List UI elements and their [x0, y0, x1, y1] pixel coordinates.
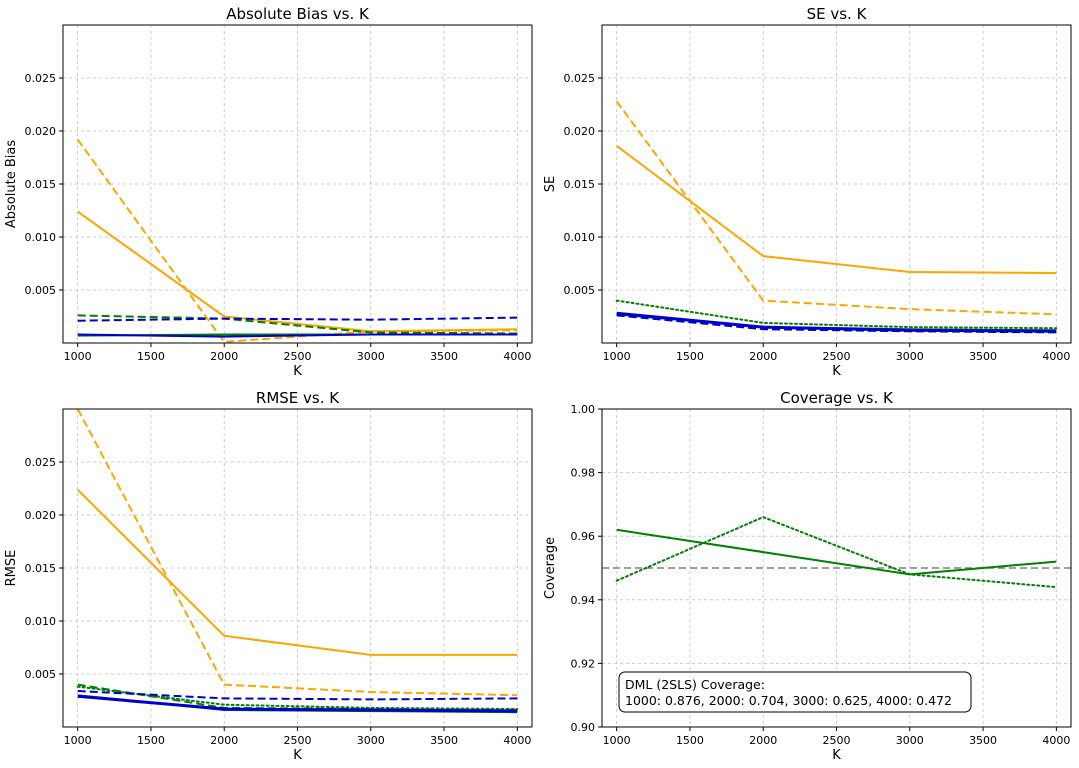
x-axis-label: K	[832, 364, 841, 379]
y-tick-label: 0.015	[25, 562, 57, 575]
chart-title: Absolute Bias vs. K	[226, 5, 370, 23]
series-line	[615, 516, 1058, 589]
y-tick-label: 0.010	[25, 231, 57, 244]
series-line	[77, 316, 518, 322]
x-tick-label: 2000	[749, 350, 777, 363]
axes-frame	[601, 24, 1072, 344]
y-axis-label: SE	[543, 176, 558, 192]
x-tick-label: 3500	[969, 734, 997, 747]
x-tick-label: 2500	[284, 350, 312, 363]
x-axis-label: K	[832, 748, 841, 763]
x-tick-label: 4000	[1042, 350, 1070, 363]
gridlines	[602, 25, 1071, 343]
x-tick-label: 3000	[896, 350, 924, 363]
x-tick-label: 3500	[430, 350, 458, 363]
y-tick-label: 0.005	[25, 668, 57, 681]
x-tick-label: 2500	[823, 350, 851, 363]
x-tick-label: 4000	[503, 734, 531, 747]
series-line	[616, 311, 1057, 333]
x-tick-label: 3500	[430, 734, 458, 747]
x-tick-label: 2000	[210, 734, 238, 747]
y-tick-label: 0.025	[25, 72, 57, 85]
x-tick-label: 3500	[969, 350, 997, 363]
series-line	[76, 685, 519, 710]
series-line	[76, 409, 518, 697]
ticks: 1000 1500 2000 2500 3000 3500 4000 0.005 0.010 0.…	[25, 456, 532, 747]
annotation-line: DML (2SLS) Coverage:	[625, 677, 765, 692]
x-tick-label: 4000	[1042, 734, 1070, 747]
chart-title: Coverage vs. K	[780, 389, 894, 407]
y-axis-label: Coverage	[543, 537, 558, 599]
series-line	[76, 488, 518, 656]
x-tick-label: 1500	[676, 350, 704, 363]
y-tick-label: 0.020	[25, 125, 57, 138]
panel-absolute-bias: Absolute Bias vs. K K Absolute Bias 1000…	[4, 5, 533, 379]
x-tick-label: 2000	[749, 734, 777, 747]
x-axis-label: K	[293, 748, 302, 763]
series-group	[615, 100, 1058, 334]
y-tick-label: 0.010	[564, 231, 596, 244]
y-tick-label: 0.98	[571, 467, 596, 480]
x-axis-label: K	[293, 364, 302, 379]
x-tick-label: 1000	[603, 734, 631, 747]
y-tick-label: 0.96	[571, 530, 596, 543]
series-line	[615, 100, 1057, 316]
axes-frame	[601, 408, 1072, 728]
x-tick-label: 2500	[823, 734, 851, 747]
y-tick-label: 0.020	[564, 125, 596, 138]
gridlines	[63, 25, 532, 343]
y-axis-label: Absolute Bias	[4, 140, 19, 228]
series-line	[77, 690, 518, 701]
y-tick-label: 0.025	[564, 72, 596, 85]
y-tick-label: 0.015	[25, 178, 57, 191]
x-tick-label: 2500	[284, 734, 312, 747]
x-tick-label: 3000	[357, 350, 385, 363]
y-tick-label: 0.005	[25, 284, 57, 297]
gridlines	[63, 409, 532, 727]
y-tick-label: 0.015	[564, 178, 596, 191]
series-group	[76, 409, 519, 714]
series-group	[76, 138, 518, 343]
axes-frame	[62, 408, 533, 728]
panel-coverage: Coverage vs. K K Coverage 1000 1500 2000 25…	[543, 389, 1072, 763]
y-axis-label: RMSE	[4, 550, 19, 587]
x-tick-label: 1500	[137, 350, 165, 363]
series-line	[76, 138, 518, 343]
x-tick-label: 1500	[676, 734, 704, 747]
x-tick-label: 2000	[210, 350, 238, 363]
y-tick-label: 0.005	[564, 284, 596, 297]
series-line	[615, 299, 1058, 330]
y-tick-label: 0.025	[25, 456, 57, 469]
x-tick-label: 1000	[64, 350, 92, 363]
panel-rmse: RMSE vs. K K RMSE 1000 1500 2000 2500 3000 35…	[4, 389, 533, 763]
panel-se: SE vs. K K SE 1000 1500 2000 2500 3000 3500 40…	[543, 5, 1072, 379]
series-line	[77, 694, 518, 713]
annotation-line: 1000: 0.876, 2000: 0.704, 3000: 0.625, 4…	[625, 693, 952, 708]
x-tick-label: 3000	[357, 734, 385, 747]
x-tick-label: 1000	[603, 350, 631, 363]
chart-title: SE vs. K	[807, 5, 868, 23]
y-tick-label: 0.94	[571, 594, 596, 607]
y-tick-label: 1.00	[571, 403, 596, 416]
y-tick-label: 0.90	[571, 721, 596, 734]
y-tick-label: 0.010	[25, 615, 57, 628]
x-tick-label: 4000	[503, 350, 531, 363]
ticks: 1000 1500 2000 2500 3000 3500 4000 0.90 0.92 0.94…	[571, 403, 1071, 747]
ticks: 1000 1500 2000 2500 3000 3500 4000 0.005 0.010 0.…	[25, 72, 532, 363]
x-tick-label: 3000	[896, 734, 924, 747]
series-line	[77, 333, 518, 338]
x-tick-label: 1500	[137, 734, 165, 747]
ticks: 1000 1500 2000 2500 3000 3500 4000 0.005 0.010 0.…	[564, 72, 1071, 363]
annotation-box: DML (2SLS) Coverage: 1000: 0.876, 2000: …	[618, 671, 972, 713]
x-tick-label: 1000	[64, 734, 92, 747]
y-tick-label: 0.92	[571, 657, 596, 670]
series-group	[615, 516, 1058, 589]
y-tick-label: 0.020	[25, 509, 57, 522]
annotation-frame	[618, 671, 972, 713]
series-line	[616, 528, 1057, 576]
chart-title: RMSE vs. K	[256, 389, 340, 407]
series-line	[77, 314, 518, 335]
axes-frame	[62, 24, 533, 344]
